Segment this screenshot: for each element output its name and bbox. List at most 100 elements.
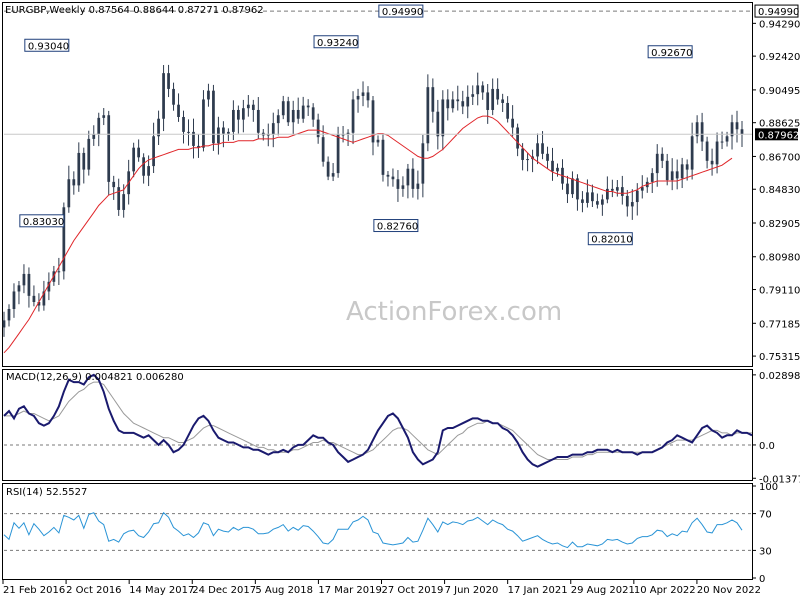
candle-body xyxy=(281,101,285,116)
macd-lines xyxy=(3,373,753,468)
candle-body xyxy=(401,185,405,189)
candle-body xyxy=(615,187,619,191)
candle-body xyxy=(17,285,21,292)
candle-body xyxy=(566,183,569,195)
candle-body xyxy=(466,96,470,107)
price-candles xyxy=(2,64,744,337)
price-y-axis: 0.94290 0.92420 0.90495 0.88625 0.86700 0.848… xyxy=(752,19,800,363)
candle-body xyxy=(167,73,170,89)
candle-body xyxy=(336,134,340,174)
rsi-pane-frame xyxy=(2,483,753,580)
candle-body xyxy=(461,101,465,107)
candle-body xyxy=(640,187,644,191)
dashed-level-box xyxy=(754,4,799,18)
candle-body xyxy=(516,127,519,149)
candle-body xyxy=(107,115,111,182)
candle-body xyxy=(326,161,330,177)
candle-body xyxy=(2,320,6,328)
candle-body xyxy=(182,116,185,132)
candle-body xyxy=(371,100,375,143)
candle-body xyxy=(172,88,175,105)
candle-body xyxy=(685,164,689,170)
candle-body xyxy=(7,309,11,321)
rsi-y-tick-label: 0 xyxy=(759,574,765,585)
candle-body xyxy=(137,147,141,158)
candle-body xyxy=(486,92,490,110)
candle-body xyxy=(222,127,225,134)
price-y-tick-label: 0.75315 xyxy=(759,352,800,363)
candle-body xyxy=(316,119,320,138)
price-annotation-box xyxy=(378,4,424,18)
ma-path xyxy=(3,115,733,354)
candle-body xyxy=(42,291,46,306)
rsi-levels xyxy=(4,513,752,551)
candle-body xyxy=(157,118,160,137)
candle-body xyxy=(586,192,589,203)
candle-body xyxy=(476,85,480,95)
candle-body xyxy=(665,160,669,181)
candle-body xyxy=(431,87,435,112)
candle-body xyxy=(351,99,355,133)
current-price-label: 0.87962 xyxy=(758,130,799,141)
rsi-line xyxy=(3,511,743,549)
candle-body xyxy=(301,105,305,119)
price-annotation-box xyxy=(24,38,70,52)
candle-body xyxy=(311,107,315,120)
candle-body xyxy=(72,179,76,186)
candle-body xyxy=(117,187,121,210)
candle-body xyxy=(551,160,554,172)
candle-body xyxy=(82,152,86,170)
candle-body xyxy=(451,99,455,109)
candle-body xyxy=(251,104,255,110)
candle-body xyxy=(306,105,310,108)
candle-body xyxy=(376,139,380,143)
candle-body xyxy=(715,141,719,165)
candle-body xyxy=(77,152,81,186)
candle-body xyxy=(246,104,250,109)
candle-body xyxy=(207,90,210,100)
candle-body xyxy=(675,171,679,179)
candle-body xyxy=(421,143,425,184)
candle-body xyxy=(576,178,579,200)
candle-body xyxy=(177,104,180,117)
candle-body xyxy=(740,129,744,135)
candle-body xyxy=(700,122,704,142)
price-y-tick-label: 0.92420 xyxy=(759,52,800,63)
candle-body xyxy=(536,143,539,157)
candle-body xyxy=(541,143,544,154)
current-price-marker: 0.87962 xyxy=(4,128,799,141)
price-y-tick-label: 0.94290 xyxy=(759,19,800,30)
candle-body xyxy=(92,134,96,139)
x-tick-label: 17 Mar 2019 xyxy=(318,585,381,596)
price-annotation-label: 0.94990 xyxy=(382,7,423,18)
candle-body xyxy=(521,148,524,160)
rsi-y-tick-label: 70 xyxy=(759,510,772,521)
macd-y-axis: 0.028988 0.0 -0.013779 xyxy=(752,371,800,485)
candle-body xyxy=(436,111,440,137)
macd-pane-frame xyxy=(2,369,753,481)
candle-body xyxy=(32,295,36,302)
current-price-box xyxy=(755,128,798,141)
candle-body xyxy=(192,131,195,146)
candle-body xyxy=(610,188,614,191)
candle-body xyxy=(321,137,325,162)
candle-body xyxy=(381,139,385,175)
candle-body xyxy=(256,109,260,133)
candle-body xyxy=(710,160,714,165)
price-annotation-label: 0.83030 xyxy=(23,217,64,228)
price-annotation-box xyxy=(19,214,65,228)
dashed-level-label: 0.94990 xyxy=(758,7,799,18)
candle-body xyxy=(227,131,230,134)
candle-body xyxy=(526,159,529,161)
candle-body xyxy=(546,153,549,161)
macd-header: MACD(12,26,9) 0.004821 0.006280 xyxy=(6,372,184,383)
x-tick-label: 14 May 2017 xyxy=(129,585,194,596)
price-header: EURGBP,Weekly 0.87564 0.88644 0.87271 0.… xyxy=(5,5,264,16)
candle-body xyxy=(67,179,71,208)
candle-body xyxy=(346,132,350,135)
candle-body xyxy=(496,88,500,100)
price-annotation-label: 0.82760 xyxy=(377,222,418,233)
rsi-header: RSI(14) 52.5527 xyxy=(6,487,87,498)
